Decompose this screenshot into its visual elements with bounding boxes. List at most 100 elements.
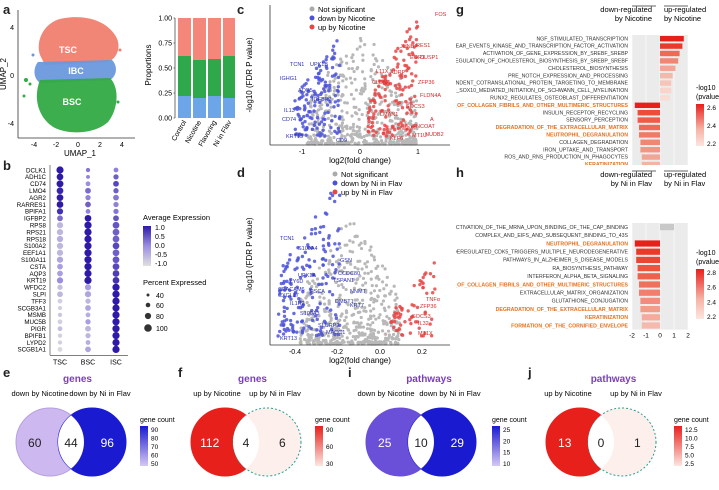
pathway-header-up: up-regulated [664,5,706,14]
pathway-header-up: by Ni in Flav [664,179,706,188]
volcano-point-ns [334,280,338,284]
volcano-point-down [315,97,320,102]
venn-title: genes [238,374,267,385]
volcano-point-ns [338,297,342,301]
volcano-point-down [330,193,335,198]
volcano-label-up: FOS [435,12,447,18]
volcano-point-ns [353,265,357,270]
volcano-point-ns [371,53,375,57]
volcano-point-ns [310,333,314,337]
volcano-point-ns [333,76,337,80]
volcano-point-ns [394,91,398,95]
pathway-legend-tick: 2.2 [707,314,716,321]
volcano-point-ns [328,260,332,264]
volcano-point-ns [359,246,364,251]
volcano-point-down [296,256,300,260]
volcano-point-ns [361,53,365,57]
volcano-point-up [385,127,390,132]
volcano-point-down [327,236,331,240]
volcano-point-ns [337,319,341,323]
volcano-point-down [302,236,307,240]
dot-cell [112,332,120,340]
volcano-point-ns [358,310,362,314]
volcano-point-ns [337,81,341,85]
dot-gene-label: AGR2 [29,195,46,202]
dot-group-label: ISC [110,359,122,365]
volcano-c-legend-up: up by Nicotine [318,23,366,32]
volcano-point-ns [391,100,395,104]
panel-letter-g: g [456,2,464,17]
volcano-point-down [279,323,283,327]
venn-legend-title: gene count [140,417,175,424]
volcano-point-ns [352,97,356,101]
pathway-xtick: 2 [686,333,690,340]
dot-cell [112,263,120,270]
volcano-point-ns [386,65,390,70]
volcano-point-up [393,84,398,88]
volcano-point-down [310,295,315,300]
umap-xtick: 0 [76,142,80,149]
volcano-label-down: UPK1A [298,273,316,279]
volcano-point-ns [320,103,324,107]
volcano-point-ns [376,140,380,145]
volcano-point-ns [391,111,395,115]
volcano-point-ns [370,283,374,288]
volcano-point-ns [412,137,416,141]
dot-cell [84,256,92,264]
volcano-point-ns [369,291,373,295]
volcano-point-ns [317,341,321,345]
volcano-point-down [325,103,330,107]
venn-title: pathways [406,374,452,385]
volcano-point-down [333,270,337,275]
pathway-bar-down [637,273,660,280]
volcano-point-ns [339,314,343,318]
volcano-point-ns [372,142,376,146]
umap-ytick: -4 [8,121,14,128]
volcano-point-ns [366,335,370,339]
volcano-point-up [425,291,429,295]
volcano-point-ns [384,283,389,287]
volcano-point-up [402,44,406,48]
pathway-bar-down [637,117,660,123]
volcano-point-ns [388,138,392,143]
volcano-point-ns [396,334,400,338]
volcano-point-ns [305,294,309,298]
pathway-label: DEGRADATION_OF_THE_EXTRACELLULAR_MATRIX [496,307,629,313]
volcano-point-down [313,100,317,104]
volcano-point-ns [363,239,367,244]
volcano-point-ns [341,93,345,97]
volcano-point-ns [352,69,356,74]
volcano-point-ns [324,331,328,336]
volcano-point-ns [341,73,345,77]
dot-cell [56,277,64,284]
volcano-point-ns [402,141,406,145]
volcano-point-down [319,120,324,124]
volcano-point-down [279,273,284,278]
volcano-point-ns [387,333,392,337]
volcano-point-down [307,264,312,268]
dot-gene-label: SCGB1A1 [17,347,46,354]
volcano-point-ns [350,66,354,71]
volcano-point-ns [352,286,356,290]
volcano-point-down [322,122,327,127]
volcano-point-ns [380,280,385,284]
pathway-xtick: -1 [643,333,649,340]
volcano-point-down [323,134,327,138]
volcano-point-down [292,311,296,316]
volcano-point-down [282,309,287,314]
volcano-point-up [433,287,437,291]
pathway-label: RUNX2_REGULATES_OSTEOBLAST_DIFFERENTIATI… [490,96,628,102]
volcano-point-up [412,283,416,288]
volcano-point-up [385,130,389,134]
volcano-point-ns [355,112,359,116]
volcano-point-down [285,306,289,311]
venn-overlap-count: 10 [414,436,428,450]
volcano-point-up [401,118,406,122]
volcano-point-down [285,326,290,331]
volcano-point-up [387,130,392,134]
volcano-point-ns [339,254,344,258]
venn-legend-title: gene count [674,417,709,424]
volcano-point-up [385,125,389,129]
bar-segment-bsc [178,56,191,96]
umap-xtick: 4 [120,142,124,149]
